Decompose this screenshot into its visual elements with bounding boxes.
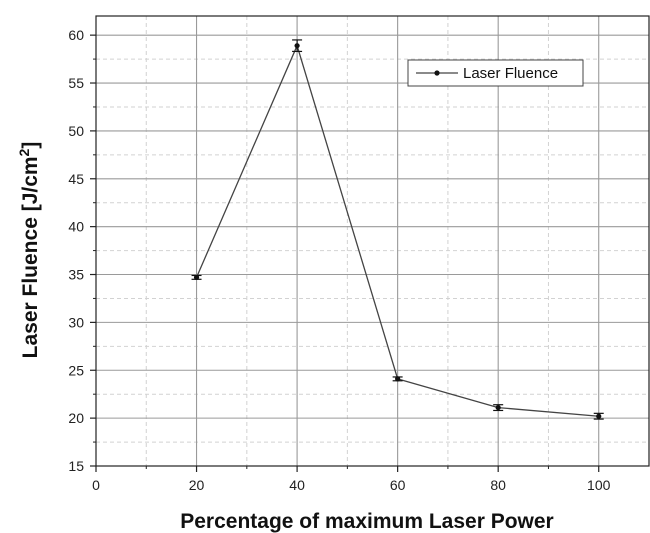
x-tick-label: 100 (587, 477, 611, 493)
major-grid (96, 16, 649, 466)
y-tick-label: 15 (68, 458, 84, 474)
y-tick-label: 35 (68, 267, 84, 283)
x-axis-title: Percentage of maximum Laser Power (180, 510, 553, 533)
y-tick-label: 45 (68, 171, 84, 187)
data-point (395, 376, 401, 382)
y-tick-label: 50 (68, 123, 84, 139)
y-tick-label: 60 (68, 27, 84, 43)
y-tick-label: 55 (68, 75, 84, 91)
y-axis-title: Laser Fluence [J/cm2] (16, 142, 42, 359)
y-tick-label: 20 (68, 410, 84, 426)
x-tick-label: 20 (189, 477, 205, 493)
x-axis-ticks: 0 20 40 60 80 100 (92, 466, 611, 493)
y-tick-label: 40 (68, 219, 84, 235)
y-tick-label: 25 (68, 362, 84, 378)
x-tick-label: 40 (289, 477, 305, 493)
legend: Laser Fluence (407, 59, 584, 87)
y-axis-ticks: 15 20 25 30 35 40 45 50 55 60 (68, 27, 96, 474)
data-point (495, 404, 501, 411)
data-point (193, 274, 200, 280)
y-axis-title-end: ] (19, 142, 42, 149)
plot-frame (95, 15, 650, 467)
x-tick-label: 0 (92, 477, 100, 493)
series-layer (191, 39, 604, 420)
y-axis-title-superscript: 2 (16, 148, 32, 156)
minor-grid (96, 16, 649, 466)
y-axis-title-main: Laser Fluence [J/cm (19, 156, 42, 358)
legend-marker-sample (434, 70, 440, 76)
x-tick-label: 80 (490, 477, 506, 493)
legend-entry-label: Laser Fluence (463, 65, 558, 82)
data-point (294, 43, 300, 49)
data-point (596, 413, 602, 419)
x-tick-label: 60 (390, 477, 406, 493)
y-tick-label: 30 (68, 314, 84, 330)
